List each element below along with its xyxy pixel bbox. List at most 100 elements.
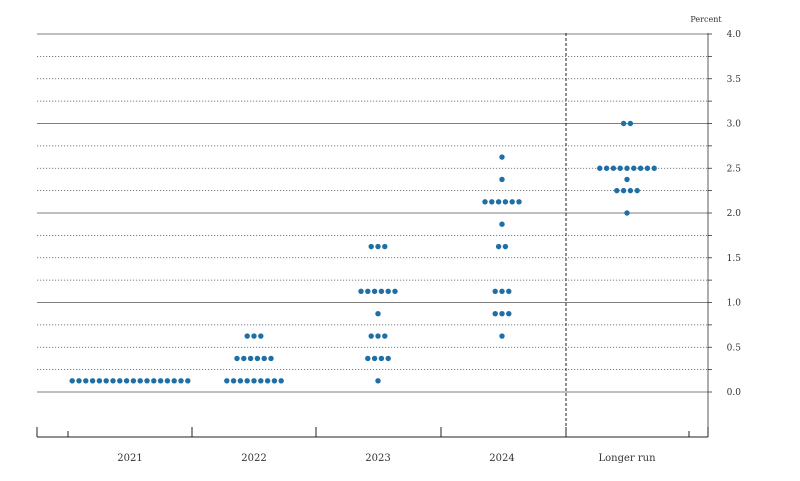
- dot: [492, 310, 498, 317]
- y-tick-label: 2.5: [727, 164, 742, 174]
- dot: [603, 165, 610, 171]
- category-labels: 2021 2022 2023 2024 Longer run: [117, 453, 656, 464]
- dot: [375, 310, 381, 317]
- dot: [499, 288, 505, 295]
- dot: [110, 378, 116, 384]
- dot: [278, 378, 284, 384]
- dot: [644, 165, 651, 171]
- dot: [385, 288, 391, 295]
- dot: [502, 243, 509, 250]
- dot: [499, 333, 505, 339]
- y-tick-label: 0.0: [727, 388, 742, 398]
- dot: [89, 378, 96, 384]
- category-label: Longer run: [598, 453, 656, 464]
- dot: [69, 378, 75, 384]
- dot: [164, 378, 171, 384]
- y-tick-label: 3.0: [727, 120, 742, 130]
- dot: [137, 378, 143, 384]
- dot: [96, 378, 103, 384]
- dot: [144, 378, 150, 384]
- category-label: 2021: [117, 453, 142, 464]
- dot: [624, 165, 630, 171]
- category-label: 2024: [489, 453, 514, 464]
- dot: [637, 165, 644, 171]
- dot: [251, 333, 257, 339]
- dot: [258, 333, 264, 339]
- y-tick-label: 1.0: [727, 299, 742, 309]
- category-label: 2022: [241, 453, 266, 464]
- dot: [83, 378, 89, 384]
- y-tick-label: 1.5: [727, 254, 742, 264]
- dot: [264, 378, 271, 384]
- dot: [627, 120, 634, 127]
- dot: [502, 199, 509, 205]
- dot: [244, 378, 250, 384]
- dot: [375, 378, 381, 384]
- dot: [261, 355, 267, 362]
- dot: [251, 378, 257, 384]
- dot: [224, 378, 230, 384]
- dot: [171, 378, 177, 384]
- dot: [76, 378, 82, 384]
- dot: [482, 199, 488, 205]
- category-label: 2023: [365, 453, 390, 464]
- dot: [241, 355, 247, 362]
- dot: [375, 333, 381, 339]
- dot: [492, 288, 498, 295]
- dot: [506, 288, 512, 295]
- dot: [495, 199, 502, 205]
- dot: [130, 378, 137, 384]
- y-tick-label: 2.0: [727, 209, 742, 219]
- dot: [597, 165, 603, 171]
- dot: [371, 288, 378, 295]
- dot: [627, 187, 634, 194]
- dot: [368, 333, 374, 339]
- dot: [368, 243, 374, 250]
- y-tick-label: 4.0: [727, 30, 742, 40]
- dot: [117, 378, 123, 384]
- dot: [247, 355, 254, 362]
- dot: [371, 355, 378, 362]
- dot: [610, 165, 617, 171]
- dot: [237, 378, 244, 384]
- x-axis: [36, 427, 709, 438]
- dot: [499, 310, 505, 317]
- dot: [157, 378, 164, 384]
- gridlines: [37, 33, 712, 437]
- dot: [614, 187, 620, 194]
- dot: [254, 355, 261, 362]
- dot: [620, 187, 627, 194]
- dot: [382, 333, 388, 339]
- dot: [258, 378, 264, 384]
- dot: [620, 120, 627, 127]
- dot: [244, 333, 250, 339]
- dot: [631, 165, 637, 171]
- dot: [382, 243, 388, 250]
- dot: [495, 243, 502, 250]
- dot: [230, 378, 237, 384]
- dot: [392, 288, 398, 295]
- dot: [624, 176, 630, 183]
- dot: [499, 154, 505, 160]
- dot: [358, 288, 364, 295]
- y-tick-label: 0.5: [727, 343, 742, 353]
- dot: [378, 355, 385, 362]
- dot: [103, 378, 109, 384]
- dot: [624, 210, 630, 216]
- dot: [489, 199, 495, 205]
- dot: [178, 378, 184, 384]
- y-unit-label: Percent: [690, 15, 722, 24]
- dot: [234, 355, 240, 362]
- dot: [378, 288, 385, 295]
- dot: [365, 355, 371, 362]
- dot: [516, 199, 522, 205]
- dots: [69, 120, 657, 384]
- dot: [365, 288, 371, 295]
- dot: [499, 176, 505, 183]
- dot: [123, 378, 130, 384]
- dot: [268, 355, 274, 362]
- y-tick-label: 3.5: [727, 75, 742, 85]
- dot: [651, 165, 657, 171]
- dot: [385, 355, 391, 362]
